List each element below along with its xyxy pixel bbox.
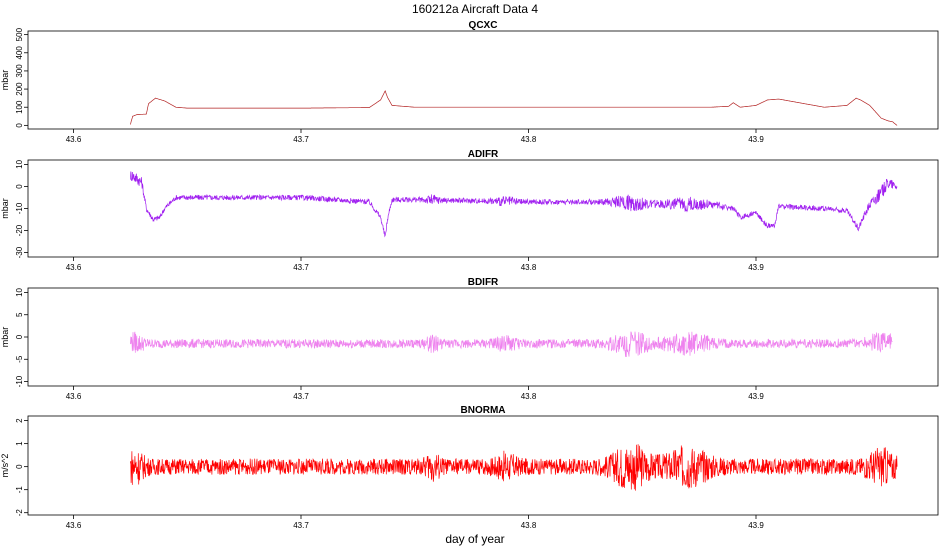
y-axis-label: mbar bbox=[0, 327, 10, 348]
x-tick-label: 43.9 bbox=[748, 263, 764, 272]
panel-title: ADIFR bbox=[468, 149, 499, 160]
y-tick-label: 0 bbox=[15, 464, 24, 469]
panel-bnorma: BNORMA 43.6 43.7 43.8 43.9 -2 -1 0 1 2 m/s^2 bbox=[0, 405, 939, 530]
x-tick-label: 43.9 bbox=[748, 135, 764, 144]
y-tick-label: 200 bbox=[15, 82, 24, 96]
y-tick-label: -5 bbox=[15, 355, 24, 363]
x-tick-label: 43.7 bbox=[293, 392, 309, 401]
series-line bbox=[130, 90, 898, 126]
y-tick-label: 5 bbox=[15, 312, 24, 317]
y-tick-label: 2 bbox=[15, 418, 24, 423]
y-axis-label: mbar bbox=[0, 70, 10, 91]
y-tick-label: 10 bbox=[15, 287, 24, 296]
y-tick-label: -10 bbox=[15, 375, 24, 387]
y-tick-label: -2 bbox=[15, 509, 24, 517]
x-tick-label: 43.8 bbox=[521, 392, 537, 401]
panel-adifr: ADIFR 43.6 43.7 43.8 43.9 -30 -20 -10 0 10 mbar bbox=[0, 149, 939, 272]
x-tick-label: 43.6 bbox=[66, 521, 82, 530]
x-tick-label: 43.9 bbox=[748, 521, 764, 530]
panel-bdifr: BDIFR 43.6 43.7 43.8 43.9 -10 -5 0 5 10 mbar bbox=[0, 277, 939, 401]
y-tick-label: 0 bbox=[15, 334, 24, 339]
y-tick-label: -30 bbox=[15, 246, 24, 258]
panel-title: QCXC bbox=[469, 20, 498, 31]
plot-frame bbox=[27, 30, 939, 130]
x-tick-label: 43.7 bbox=[293, 521, 309, 530]
y-tick-label: -10 bbox=[15, 202, 24, 214]
x-axis-label: day of year bbox=[445, 532, 504, 546]
y-tick-label: -20 bbox=[15, 224, 24, 236]
y-tick-label: 400 bbox=[15, 46, 24, 60]
series-line bbox=[130, 171, 898, 238]
plot-frame bbox=[27, 415, 939, 516]
y-tick-label: 0 bbox=[15, 123, 24, 128]
x-tick-label: 43.6 bbox=[66, 263, 82, 272]
panel-qcxc: QCXC 43.6 43.7 43.8 43.9 0 100 200 300 400 500 mbar bbox=[0, 20, 939, 144]
x-tick-label: 43.8 bbox=[521, 263, 537, 272]
panel-title: BNORMA bbox=[461, 405, 506, 416]
x-tick-label: 43.8 bbox=[521, 521, 537, 530]
x-tick-label: 43.7 bbox=[293, 263, 309, 272]
panel-title: BDIFR bbox=[468, 277, 499, 288]
y-tick-label: -1 bbox=[15, 486, 24, 494]
y-tick-label: 300 bbox=[15, 64, 24, 78]
series-line bbox=[130, 444, 898, 491]
plot-frame bbox=[27, 287, 939, 387]
y-tick-label: 10 bbox=[15, 159, 24, 168]
y-tick-label: 1 bbox=[15, 441, 24, 446]
series-line bbox=[130, 331, 893, 358]
x-tick-label: 43.7 bbox=[293, 135, 309, 144]
y-tick-label: 500 bbox=[15, 27, 24, 41]
x-tick-label: 43.8 bbox=[521, 135, 537, 144]
y-tick-label: 0 bbox=[15, 184, 24, 189]
x-tick-label: 43.6 bbox=[66, 135, 82, 144]
y-tick-label: 100 bbox=[15, 100, 24, 114]
y-axis-label: m/s^2 bbox=[0, 454, 10, 478]
x-tick-label: 43.6 bbox=[66, 392, 82, 401]
x-tick-label: 43.9 bbox=[748, 392, 764, 401]
y-axis-label: mbar bbox=[0, 198, 10, 219]
figure-title: 160212a Aircraft Data 4 bbox=[412, 2, 538, 16]
